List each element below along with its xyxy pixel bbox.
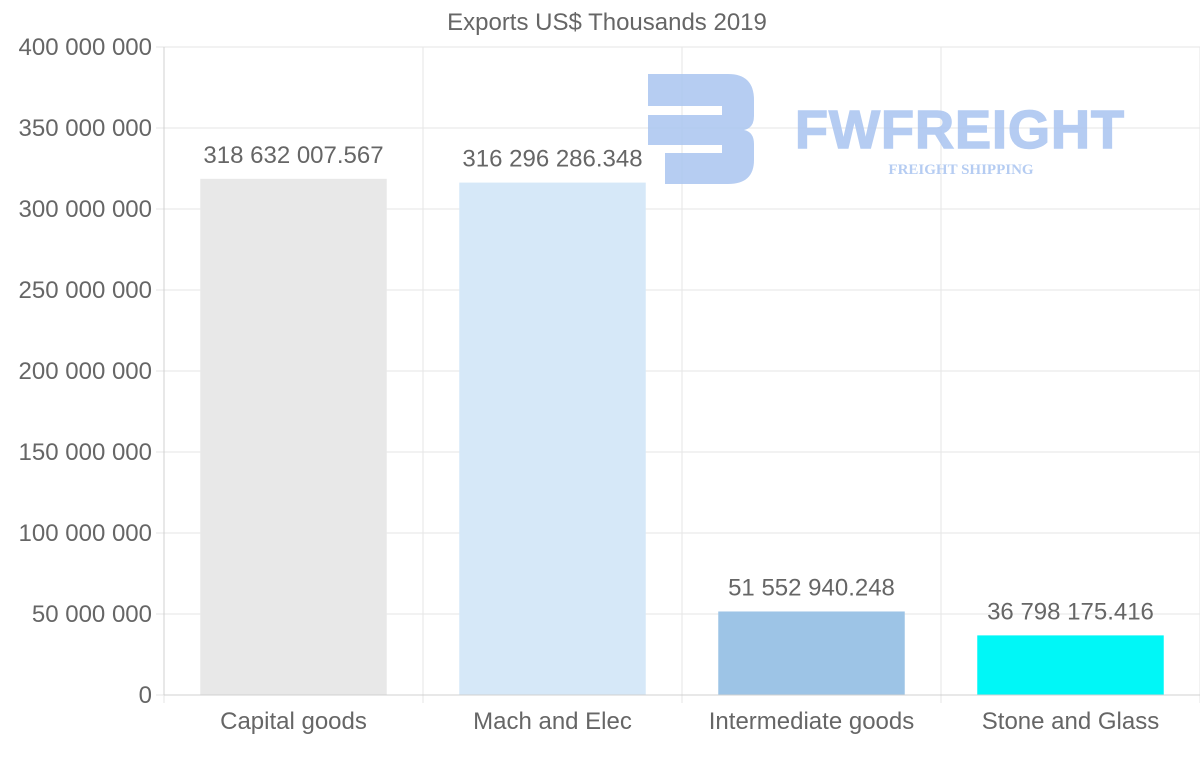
watermark-brand: FWFREIGHT [795, 100, 1125, 160]
data-labels: 318 632 007.567 316 296 286.348 51 552 940… [203, 142, 1154, 626]
y-tick-label: 150 000 000 [19, 439, 152, 466]
bar-value-label: 36 798 175.416 [987, 598, 1154, 625]
bar-value-label: 51 552 940.248 [728, 574, 895, 601]
bar-intermediate-goods[interactable] [718, 611, 905, 695]
bars [200, 178, 1164, 695]
bar-value-label: 316 296 286.348 [462, 146, 642, 173]
bar-stone-and-glass[interactable] [977, 635, 1164, 695]
y-tick-label: 200 000 000 [19, 358, 152, 385]
y-tick-label: 50 000 000 [32, 601, 152, 628]
bar-capital-goods[interactable] [200, 178, 387, 695]
x-tick-label: Capital goods [220, 708, 367, 735]
x-axis: Capital goods Mach and Elec Intermediate g… [164, 694, 1200, 735]
x-tick-label: Intermediate goods [709, 708, 914, 735]
chart-title: Exports US$ Thousands 2019 [447, 9, 767, 36]
x-tick-label: Stone and Glass [982, 708, 1159, 735]
y-axis: 0 50 000 000 100 000 000 150 000 000 200 000… [19, 34, 165, 709]
y-tick-label: 250 000 000 [19, 277, 152, 304]
y-tick-label: 400 000 000 [19, 34, 152, 61]
fwfreight-logo-icon [648, 74, 754, 184]
y-tick-label: 300 000 000 [19, 196, 152, 223]
fwfreight-watermark: FWFREIGHT FREIGHT SHIPPING [648, 74, 1125, 184]
x-tick-label: Mach and Elec [473, 708, 632, 735]
bar-value-label: 318 632 007.567 [203, 142, 383, 169]
bar-mach-and-elec[interactable] [459, 182, 646, 695]
watermark-tagline: FREIGHT SHIPPING [888, 162, 1033, 178]
y-tick-label: 0 [139, 682, 152, 709]
y-tick-label: 100 000 000 [19, 520, 152, 547]
y-tick-label: 350 000 000 [19, 115, 152, 142]
